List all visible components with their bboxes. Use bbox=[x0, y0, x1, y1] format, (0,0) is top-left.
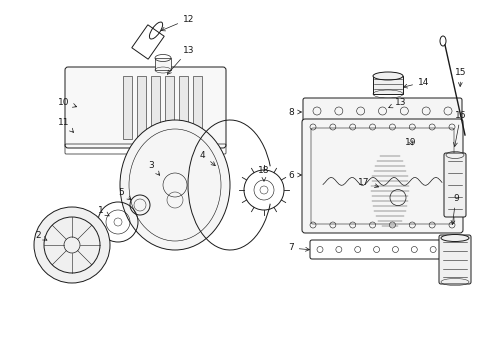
FancyBboxPatch shape bbox=[303, 98, 461, 124]
Text: 11: 11 bbox=[58, 117, 73, 132]
Circle shape bbox=[34, 207, 110, 283]
Text: 5: 5 bbox=[118, 188, 131, 200]
Text: 7: 7 bbox=[287, 243, 309, 252]
Circle shape bbox=[397, 130, 437, 170]
Text: 18: 18 bbox=[258, 166, 269, 181]
Text: 16: 16 bbox=[452, 111, 466, 147]
Ellipse shape bbox=[120, 120, 229, 250]
Text: 19: 19 bbox=[404, 138, 416, 147]
Bar bbox=[151, 76, 160, 139]
Ellipse shape bbox=[367, 150, 411, 230]
Text: 12: 12 bbox=[161, 14, 194, 31]
Text: 8: 8 bbox=[287, 108, 301, 117]
Bar bbox=[123, 76, 132, 139]
Text: 14: 14 bbox=[403, 77, 428, 88]
Text: 15: 15 bbox=[454, 68, 466, 86]
Bar bbox=[137, 76, 146, 139]
Text: 4: 4 bbox=[200, 150, 215, 166]
Ellipse shape bbox=[440, 234, 468, 242]
Bar bbox=[193, 76, 202, 139]
Text: 10: 10 bbox=[58, 98, 77, 107]
Text: 3: 3 bbox=[148, 161, 160, 175]
Text: 13: 13 bbox=[388, 98, 406, 108]
Ellipse shape bbox=[372, 72, 402, 80]
Bar bbox=[155, 58, 171, 70]
Text: 17: 17 bbox=[357, 177, 378, 188]
Text: 1: 1 bbox=[98, 206, 109, 216]
Text: 2: 2 bbox=[35, 230, 47, 240]
FancyBboxPatch shape bbox=[438, 235, 470, 284]
Bar bbox=[179, 76, 187, 139]
Bar bbox=[164, 76, 174, 139]
Text: 9: 9 bbox=[450, 194, 458, 225]
FancyBboxPatch shape bbox=[443, 153, 465, 217]
Text: 6: 6 bbox=[287, 171, 301, 180]
Text: 13: 13 bbox=[167, 45, 194, 74]
Bar bbox=[372, 76, 402, 94]
FancyBboxPatch shape bbox=[65, 67, 225, 148]
FancyBboxPatch shape bbox=[302, 119, 462, 233]
